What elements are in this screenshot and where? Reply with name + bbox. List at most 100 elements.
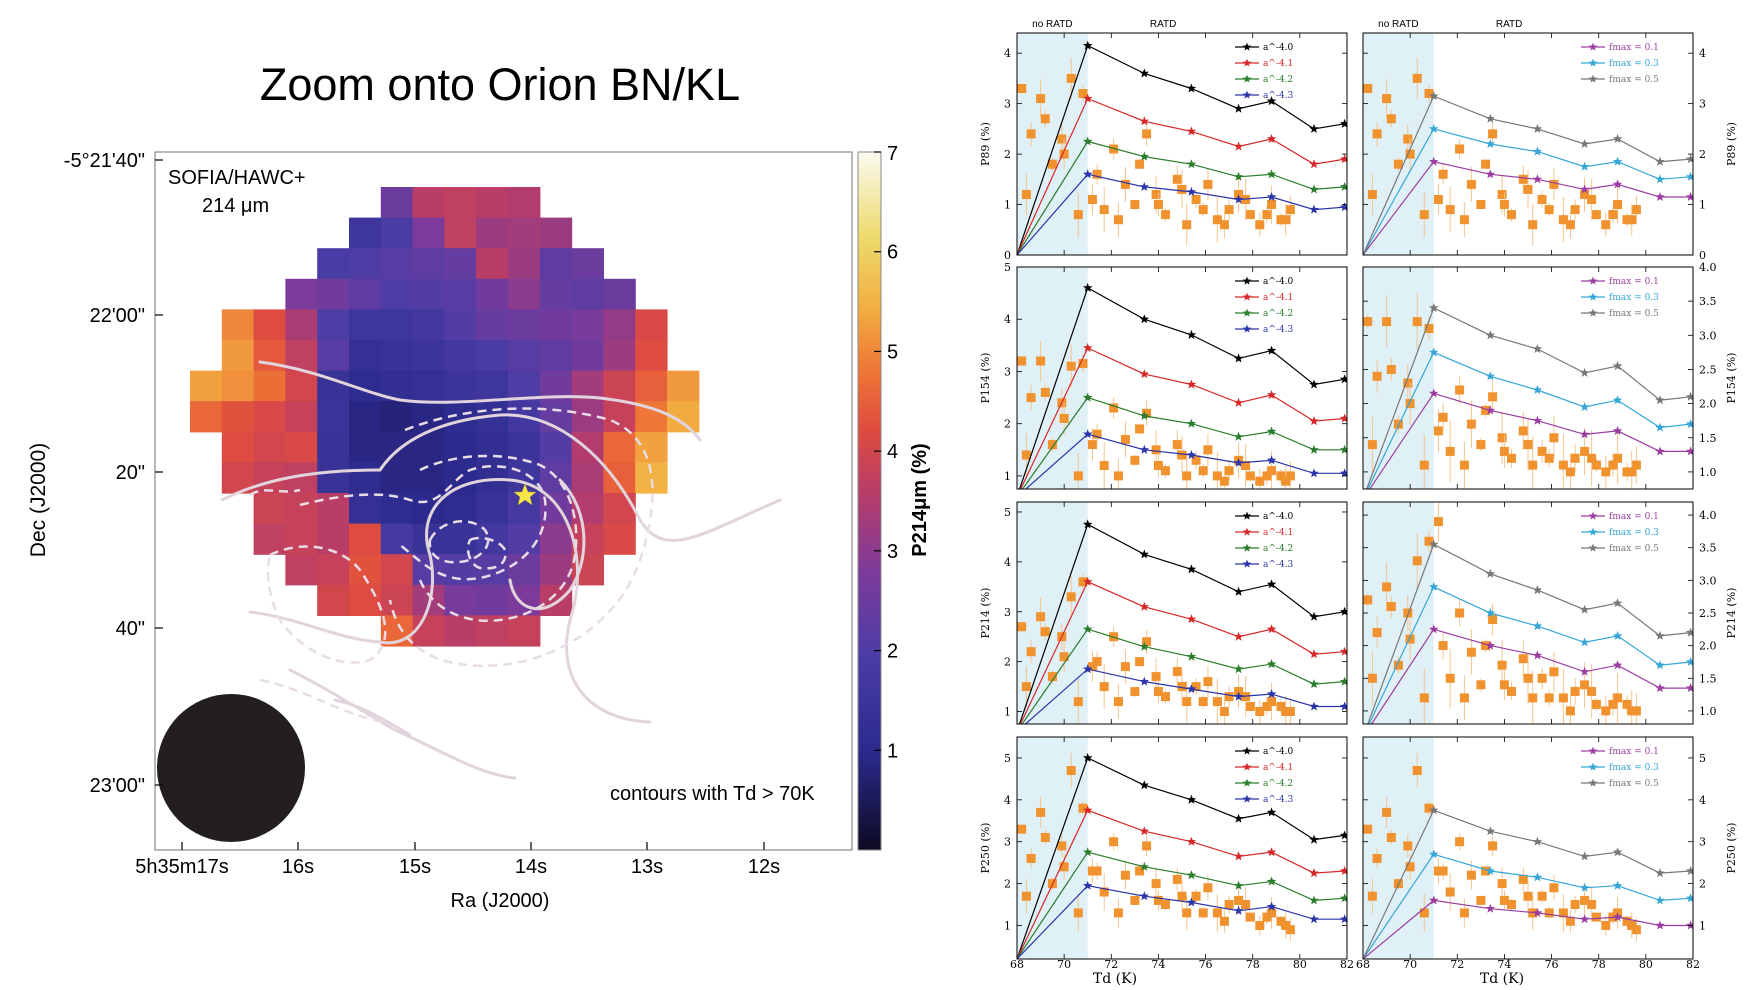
observed-point bbox=[1078, 359, 1088, 369]
model-star bbox=[1532, 344, 1543, 353]
observed-point bbox=[1367, 440, 1377, 450]
y-tick-label: 2 bbox=[1004, 148, 1011, 161]
model-star bbox=[1233, 194, 1244, 204]
model-star bbox=[1083, 752, 1093, 762]
observed-point bbox=[1073, 908, 1083, 918]
observed-point bbox=[1412, 317, 1422, 327]
observed-point bbox=[1363, 84, 1373, 93]
observed-point bbox=[1021, 190, 1031, 199]
observed-point bbox=[1631, 925, 1641, 935]
model-star bbox=[1532, 621, 1543, 631]
model-star bbox=[1139, 826, 1149, 836]
model-star bbox=[1612, 361, 1623, 371]
model-star bbox=[1485, 405, 1495, 415]
panel-frame bbox=[1362, 266, 1694, 490]
panel-ylabel: P214 (%) bbox=[1725, 588, 1738, 639]
observed-point bbox=[1466, 419, 1476, 429]
map-pixel bbox=[380, 309, 414, 341]
model-star bbox=[1579, 666, 1590, 676]
observed-point bbox=[1386, 833, 1396, 842]
colorbar-tick-label: 3 bbox=[887, 541, 898, 563]
model-star bbox=[1339, 413, 1347, 423]
observed-point bbox=[1219, 916, 1229, 926]
model-star bbox=[1186, 564, 1197, 574]
observed-point bbox=[1608, 460, 1618, 470]
map-pixel bbox=[253, 493, 286, 525]
observed-point bbox=[1040, 833, 1050, 842]
map-pixel bbox=[380, 462, 414, 494]
map-pixel bbox=[380, 431, 414, 463]
model-star bbox=[1685, 683, 1693, 693]
contour-solid-inner bbox=[508, 478, 586, 611]
observed-point bbox=[1580, 895, 1590, 905]
model-star bbox=[1655, 422, 1665, 432]
model-star bbox=[1233, 586, 1244, 596]
model-star bbox=[1339, 893, 1347, 903]
model-star bbox=[1186, 614, 1197, 624]
scatter-panel-r3-c0: a^-4.0 a^-4.1 a^-4.2 a^-4.3 1 2 3 4 5 P250 (%) bbox=[979, 736, 1348, 960]
model-line-3 bbox=[1024, 668, 1345, 724]
observed-point bbox=[1262, 912, 1272, 922]
y-tick-label: 4 bbox=[1699, 794, 1706, 807]
map-pixel bbox=[476, 248, 509, 280]
map-pixel bbox=[539, 278, 573, 310]
no-ratd-label: no RATD bbox=[1378, 19, 1418, 30]
legend-label: a^-4.0 bbox=[1263, 747, 1294, 757]
map-pixel bbox=[508, 187, 541, 219]
model-star bbox=[1266, 807, 1277, 817]
map-pixel bbox=[635, 431, 668, 463]
model-star bbox=[1139, 369, 1149, 379]
model-star bbox=[1532, 836, 1543, 846]
observed-point bbox=[1580, 190, 1590, 199]
temperature-tick-label: 80 bbox=[1639, 958, 1653, 971]
contour-dashed-outer bbox=[388, 407, 654, 667]
map-pixel bbox=[412, 309, 445, 341]
observed-point bbox=[1153, 895, 1163, 905]
observed-point bbox=[1386, 602, 1396, 611]
observed-point bbox=[1507, 686, 1516, 696]
model-star bbox=[1186, 870, 1197, 880]
model-star bbox=[1266, 624, 1277, 634]
model-star bbox=[1655, 683, 1665, 693]
y-tick-label: 3 bbox=[1699, 98, 1706, 111]
model-line-3 bbox=[1024, 433, 1345, 489]
map-pixel bbox=[444, 370, 477, 402]
model-star bbox=[1083, 93, 1093, 103]
y-tick-label: 5 bbox=[1004, 506, 1011, 519]
observed-point bbox=[1363, 595, 1373, 605]
model-star bbox=[1339, 701, 1347, 711]
model-star bbox=[1429, 539, 1439, 549]
temperature-tick-label: 72 bbox=[1104, 958, 1118, 971]
observed-point bbox=[1507, 453, 1516, 463]
observed-point bbox=[1507, 210, 1516, 220]
model-star bbox=[1083, 576, 1093, 586]
observed-point bbox=[1499, 680, 1509, 690]
observed-point bbox=[1445, 446, 1455, 456]
dec-tick-label: -5°21'40" bbox=[64, 150, 145, 172]
observed-point bbox=[1198, 697, 1208, 707]
model-star bbox=[1139, 891, 1149, 901]
model-star bbox=[1266, 876, 1277, 886]
model-star bbox=[1233, 457, 1244, 467]
observed-point bbox=[1262, 210, 1272, 220]
scatter-panel-r1-c1: fmax = 0.1 fmax = 0.3 fmax = 0.5 1.0 1.5 2.0 2… bbox=[1362, 261, 1738, 490]
observed-point bbox=[1412, 766, 1422, 775]
map-pixel bbox=[571, 493, 604, 525]
map-pixel bbox=[412, 187, 445, 219]
temperature-tick-label: 76 bbox=[1545, 958, 1559, 971]
legend-label: fmax = 0.5 bbox=[1609, 779, 1659, 789]
temperature-tick-label: 68 bbox=[1010, 958, 1024, 971]
observed-point bbox=[1528, 460, 1538, 470]
observed-point bbox=[1212, 215, 1222, 225]
legend-star bbox=[1242, 276, 1252, 285]
map-pixel bbox=[476, 217, 509, 249]
observed-point bbox=[1047, 440, 1057, 450]
observed-point bbox=[1073, 697, 1083, 707]
map-pixel bbox=[253, 370, 286, 402]
observed-point bbox=[1087, 866, 1097, 876]
panel-frame bbox=[1016, 501, 1348, 725]
model-star bbox=[1655, 630, 1665, 640]
model-line-0 bbox=[1363, 161, 1691, 255]
model-star bbox=[1083, 880, 1093, 890]
map-pixel bbox=[635, 309, 668, 341]
